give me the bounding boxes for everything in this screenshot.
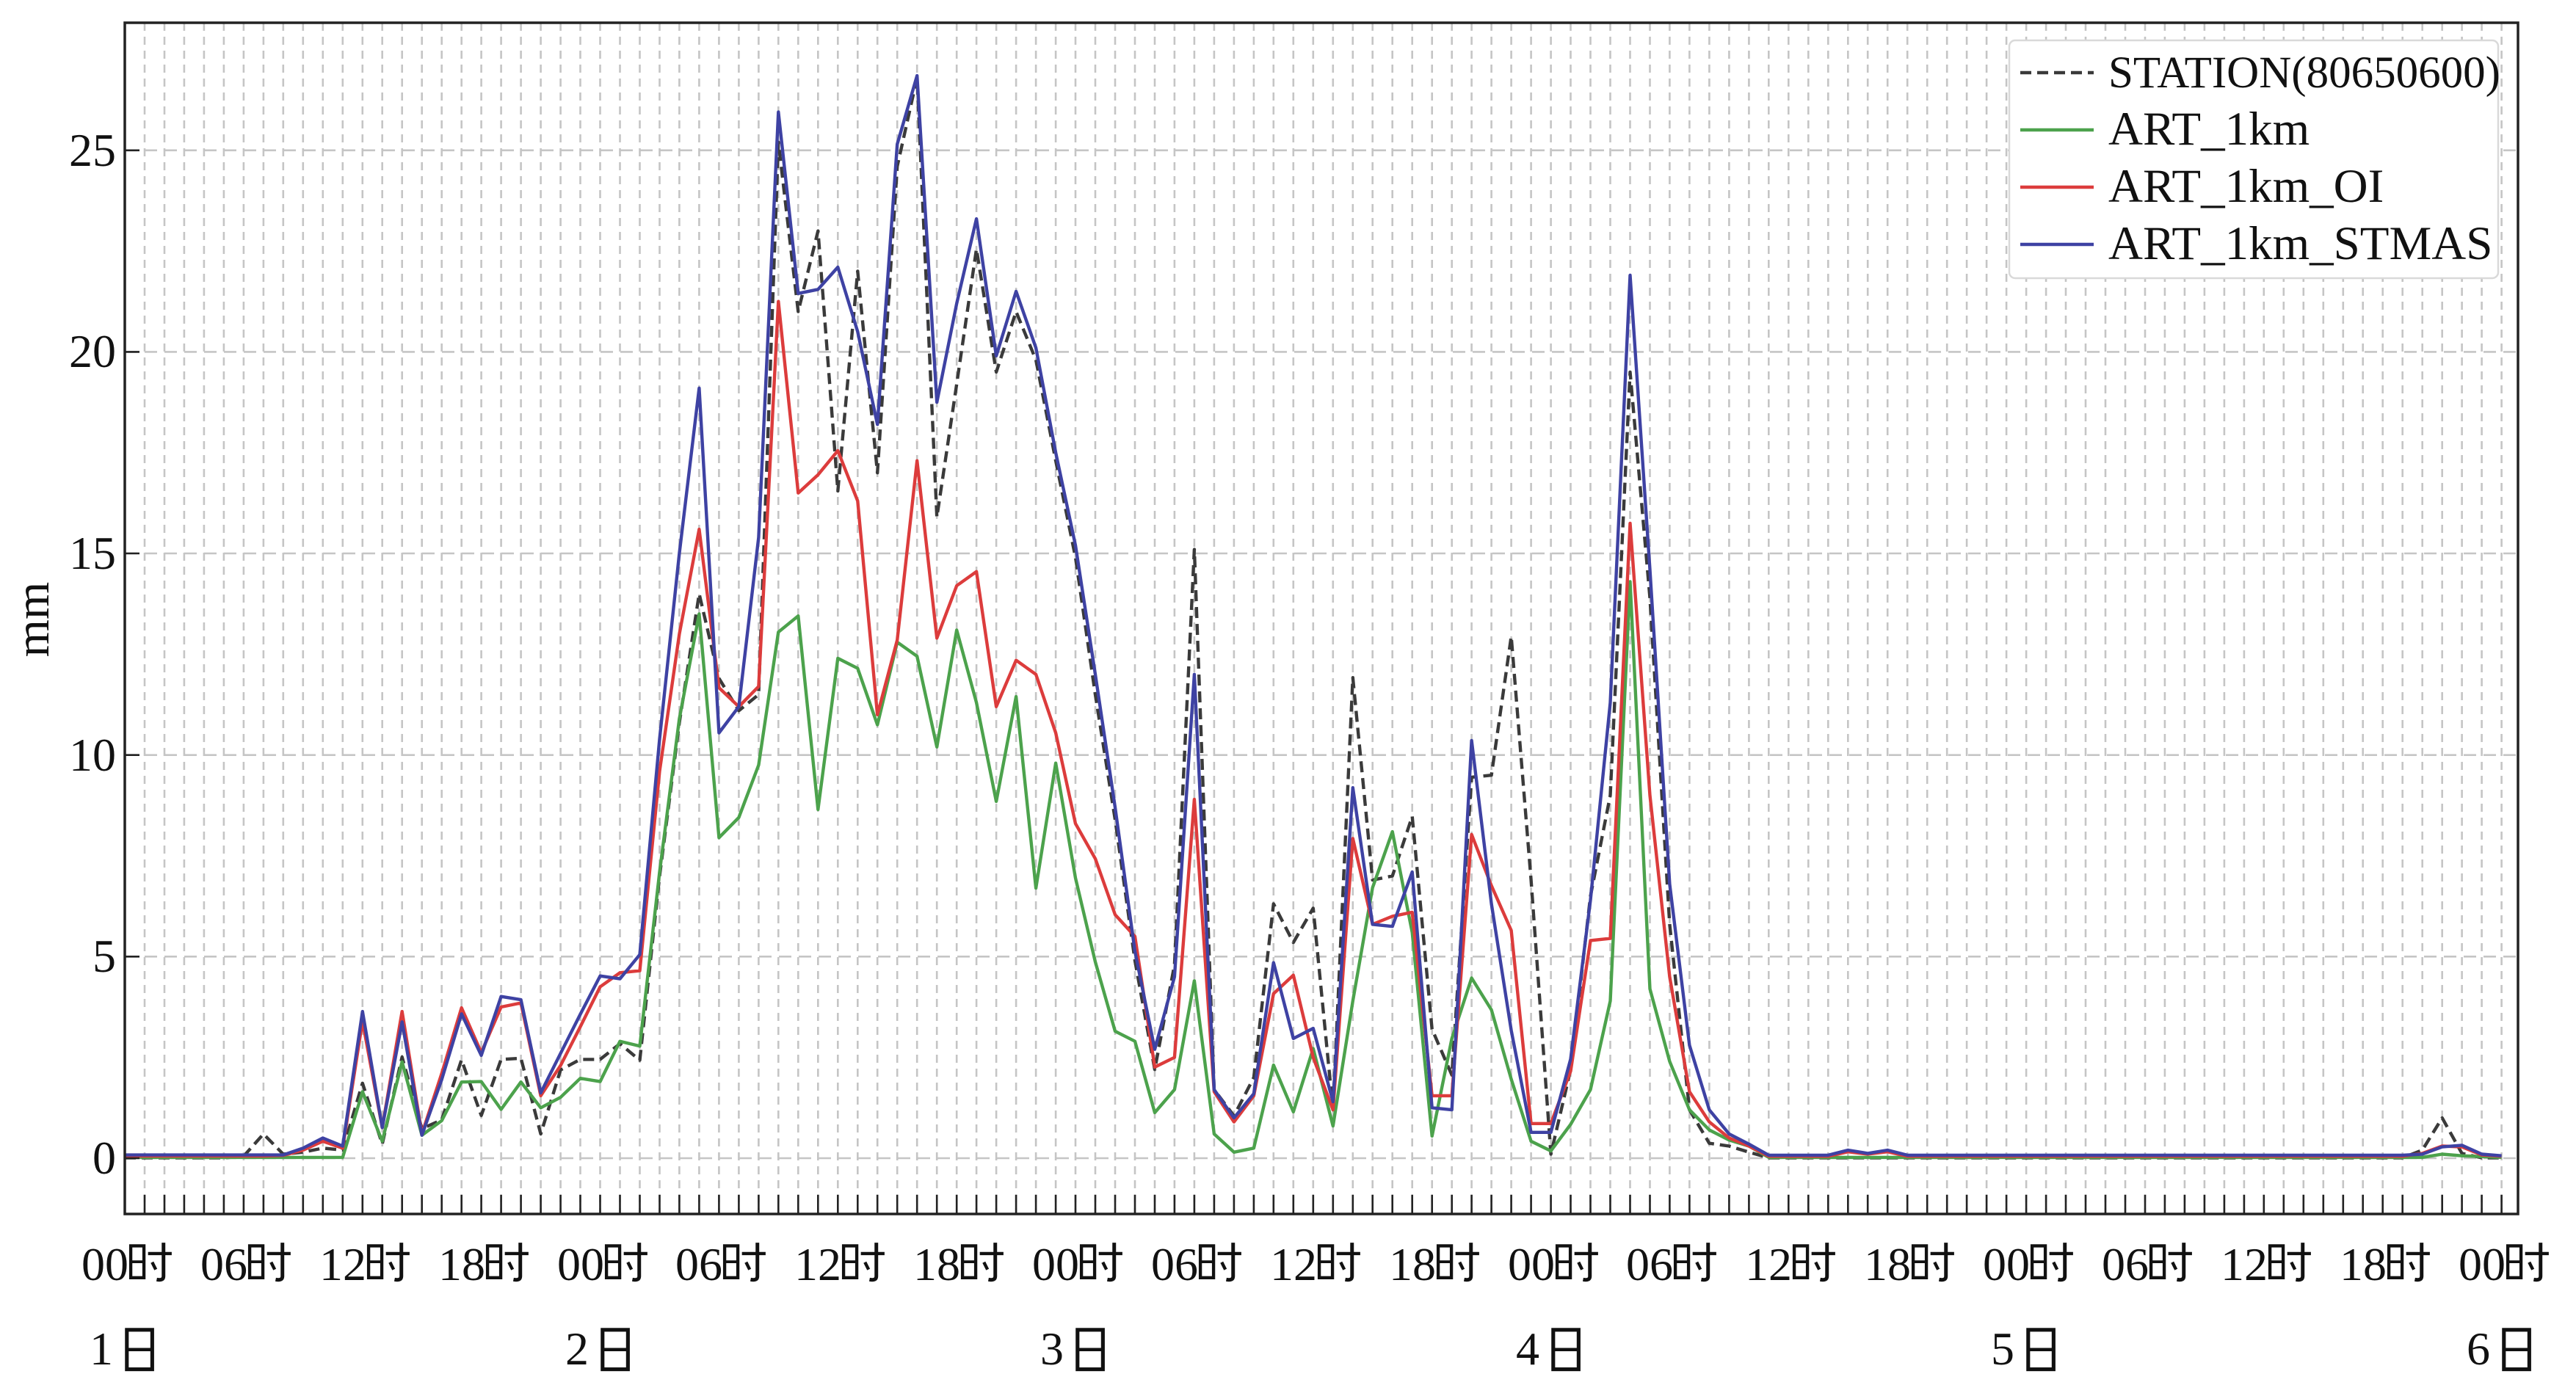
svg-text:mm: mm (6, 582, 59, 658)
svg-text:18: 18 (1389, 1238, 1436, 1290)
svg-text:00: 00 (1032, 1238, 1079, 1290)
svg-text:0: 0 (92, 1132, 116, 1184)
svg-text:18: 18 (438, 1238, 485, 1290)
svg-text:12: 12 (794, 1238, 841, 1290)
svg-text:12: 12 (319, 1238, 366, 1290)
svg-text:ART_1km: ART_1km (2108, 103, 2310, 156)
svg-text:STATION(80650600): STATION(80650600) (2108, 48, 2500, 98)
svg-text:4: 4 (1516, 1323, 1539, 1375)
svg-text:12: 12 (2221, 1238, 2268, 1290)
svg-text:20: 20 (69, 325, 116, 377)
svg-text:3: 3 (1040, 1323, 1064, 1375)
svg-text:18: 18 (1864, 1238, 1911, 1290)
svg-text:18: 18 (2340, 1238, 2387, 1290)
svg-text:06: 06 (200, 1238, 247, 1290)
svg-text:00: 00 (2459, 1238, 2506, 1290)
svg-text:6: 6 (2467, 1323, 2490, 1375)
svg-text:00: 00 (557, 1238, 604, 1290)
svg-text:ART_1km_STMAS: ART_1km_STMAS (2108, 217, 2492, 270)
svg-text:00: 00 (81, 1238, 128, 1290)
svg-text:00: 00 (1508, 1238, 1555, 1290)
svg-text:25: 25 (69, 124, 116, 176)
svg-text:ART_1km_OI: ART_1km_OI (2108, 160, 2384, 213)
svg-text:5: 5 (1991, 1323, 2014, 1375)
svg-text:12: 12 (1270, 1238, 1317, 1290)
svg-text:18: 18 (913, 1238, 960, 1290)
svg-text:06: 06 (675, 1238, 722, 1290)
svg-text:00: 00 (1983, 1238, 2030, 1290)
svg-text:2: 2 (565, 1323, 589, 1375)
svg-text:10: 10 (69, 729, 116, 781)
svg-text:06: 06 (2102, 1238, 2149, 1290)
svg-text:06: 06 (1626, 1238, 1673, 1290)
svg-text:06: 06 (1151, 1238, 1198, 1290)
svg-text:12: 12 (1745, 1238, 1792, 1290)
svg-text:1: 1 (90, 1323, 113, 1375)
svg-text:15: 15 (69, 527, 116, 579)
svg-text:5: 5 (92, 930, 116, 982)
